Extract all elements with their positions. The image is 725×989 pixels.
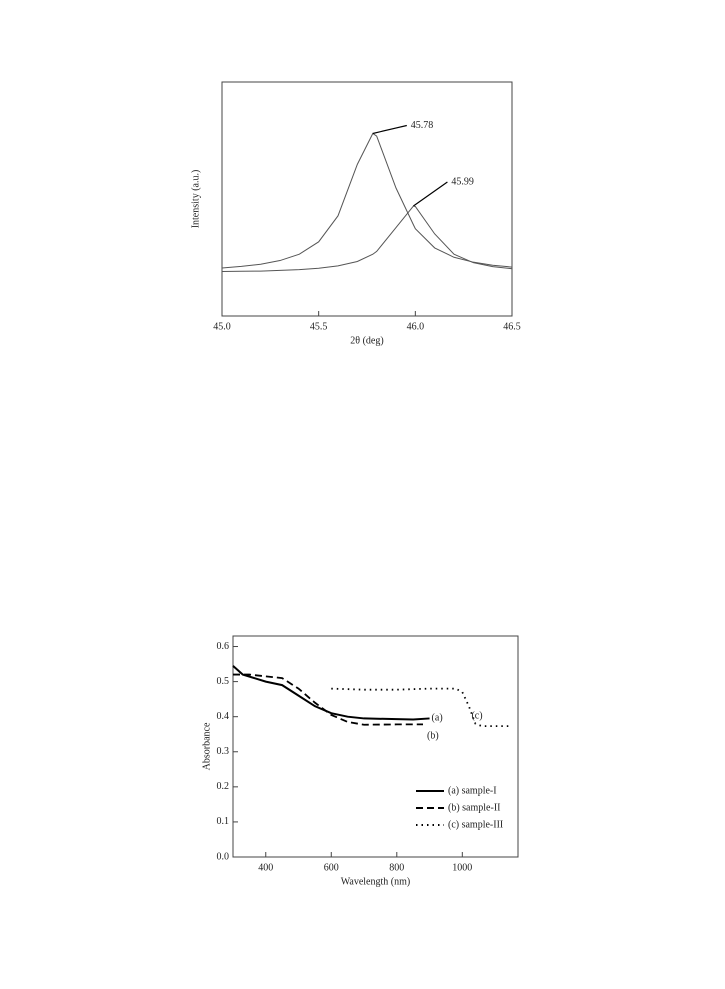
y-tick-label: 0.0 (217, 851, 230, 862)
x-tick-label: 400 (258, 862, 273, 873)
series-label: (b) (427, 731, 439, 742)
leader-line (372, 124, 407, 135)
x-tick-label: 45.0 (213, 321, 231, 332)
data-line (233, 673, 423, 726)
legend-label: (b) sample-II (448, 802, 500, 813)
data-line (232, 665, 430, 721)
x-axis-label: Wavelength (nm) (341, 876, 410, 887)
legend-label: (c) sample-III (448, 819, 503, 830)
leader-line (413, 181, 448, 207)
x-tick-label: 46.0 (407, 321, 425, 332)
plot-frame (221, 81, 513, 317)
y-tick-label: 0.6 (217, 641, 230, 652)
legend-label: (a) sample-I (448, 785, 497, 796)
data-line (331, 687, 512, 728)
y-tick-label: 0.5 (217, 676, 230, 687)
x-tick-label: 45.5 (310, 321, 328, 332)
y-tick-label: 0.1 (217, 816, 230, 827)
y-axis-label: Absorbance (201, 722, 212, 770)
x-tick-label: 600 (324, 862, 339, 873)
x-tick-label: 800 (389, 862, 404, 873)
y-axis-label: Intensity (a.u.) (190, 170, 201, 229)
data-line (221, 205, 513, 273)
series-label: (a) (432, 713, 443, 724)
peak-annotation: 45.78 (411, 120, 434, 131)
peak-annotation: 45.99 (451, 176, 474, 187)
plot-frame (232, 635, 519, 858)
x-tick-label: 1000 (452, 862, 472, 873)
y-tick-label: 0.4 (217, 711, 230, 722)
x-axis-label: 2θ (deg) (350, 335, 383, 346)
y-tick-label: 0.3 (217, 746, 230, 757)
series-label: (c) (471, 710, 482, 721)
x-tick-label: 46.5 (503, 321, 521, 332)
y-tick-label: 0.2 (217, 781, 230, 792)
data-line (221, 132, 513, 269)
